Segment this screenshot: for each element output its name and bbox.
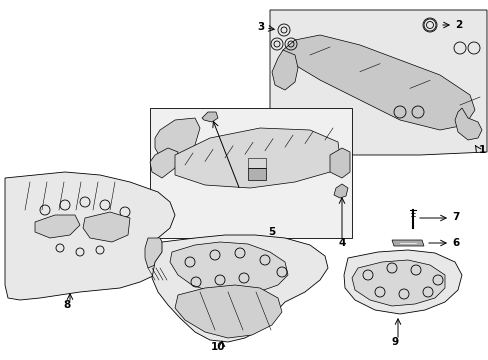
Text: 7: 7 (451, 212, 458, 222)
Polygon shape (170, 242, 287, 295)
Polygon shape (145, 238, 164, 268)
Polygon shape (202, 112, 218, 122)
Polygon shape (35, 215, 80, 238)
Polygon shape (152, 235, 327, 342)
Text: 1: 1 (478, 145, 485, 155)
Text: 4: 4 (338, 238, 345, 248)
Text: 10: 10 (210, 342, 225, 352)
Polygon shape (343, 250, 461, 314)
Polygon shape (454, 108, 481, 140)
Polygon shape (391, 240, 423, 246)
Polygon shape (283, 35, 474, 130)
Polygon shape (155, 118, 200, 165)
Polygon shape (271, 50, 297, 90)
Polygon shape (175, 285, 282, 338)
Text: 3: 3 (257, 22, 264, 32)
Text: 5: 5 (268, 227, 275, 237)
Polygon shape (351, 260, 444, 306)
Polygon shape (150, 148, 178, 178)
Polygon shape (269, 10, 486, 155)
Bar (247, 158, 265, 168)
Text: 9: 9 (390, 337, 398, 347)
Text: 6: 6 (451, 238, 458, 248)
Text: 8: 8 (63, 300, 70, 310)
Bar (247, 168, 265, 180)
Polygon shape (333, 184, 347, 198)
Polygon shape (175, 128, 339, 188)
Polygon shape (150, 108, 351, 238)
Polygon shape (329, 148, 349, 178)
Text: 2: 2 (454, 20, 461, 30)
Polygon shape (83, 212, 130, 242)
Polygon shape (5, 172, 175, 300)
